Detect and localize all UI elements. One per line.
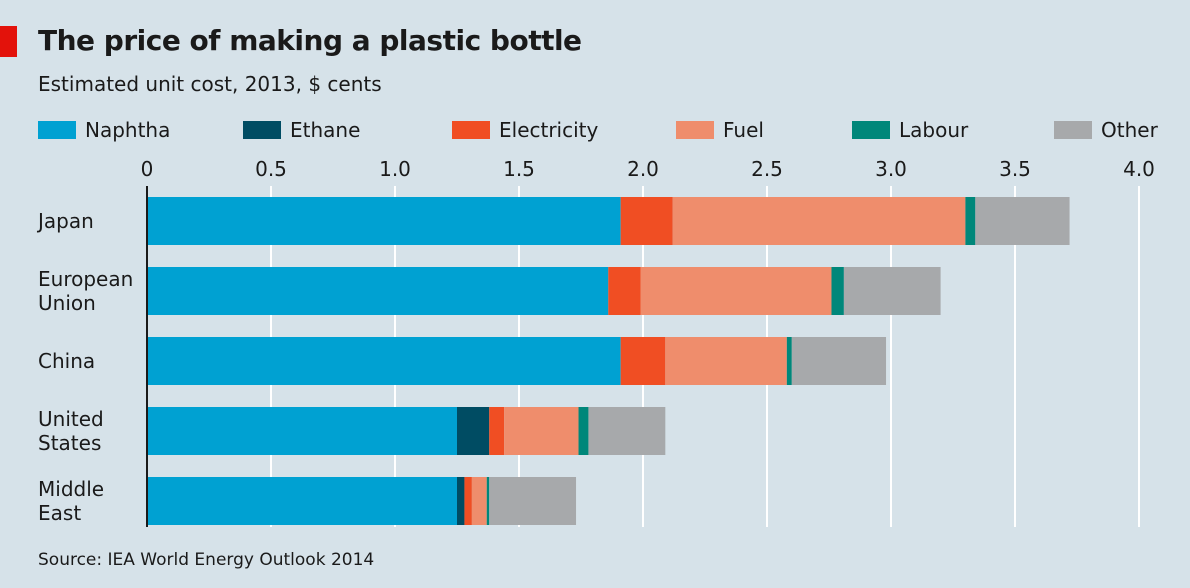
bar-european-union-other (843, 267, 941, 315)
bar-japan-naphtha (147, 197, 621, 245)
bar-european-union-fuel (640, 267, 832, 315)
category-label-middle-east: Middle East (38, 477, 104, 525)
bar-china-naphtha (147, 337, 621, 385)
accent-tab (0, 26, 17, 57)
bar-japan-other (975, 197, 1070, 245)
x-tick-label-3-0: 3.0 (875, 157, 907, 181)
bar-japan-labour (965, 197, 976, 245)
legend-item-other: Other (1054, 118, 1158, 142)
bar-united-states-other (588, 407, 666, 455)
x-tick-label-0: 0 (141, 157, 154, 181)
legend-label-fuel: Fuel (723, 118, 764, 142)
bar-middle-east-other (489, 477, 577, 525)
x-tick-label-2-5: 2.5 (751, 157, 783, 181)
x-tick-label-0-5: 0.5 (255, 157, 287, 181)
bar-european-union-naphtha (147, 267, 609, 315)
bar-united-states-ethane (457, 407, 490, 455)
chart-title: The price of making a plastic bottle (38, 24, 582, 57)
legend-swatch-ethane (243, 121, 281, 139)
bar-middle-east-naphtha (147, 477, 457, 525)
bar-chart: 0 0.5 1.0 1.5 2.0 2.5 3.0 3.5 4.0 Japan European Un… (36, 157, 1155, 527)
bar-united-states-fuel (504, 407, 579, 455)
x-tick-label-1-0: 1.0 (379, 157, 411, 181)
legend-item-labour: Labour (852, 118, 968, 142)
legend-label-other: Other (1101, 118, 1158, 142)
legend-item-fuel: Fuel (676, 118, 764, 142)
bar-japan-electricity (620, 197, 673, 245)
legend: Naphtha Ethane Electricity Fuel Labour O… (38, 118, 1168, 146)
x-tick-label-3-5: 3.5 (999, 157, 1031, 181)
category-label-united-states: United States (38, 407, 104, 455)
legend-swatch-electricity (452, 121, 490, 139)
source-note: Source: IEA World Energy Outlook 2014 (38, 550, 375, 570)
legend-label-electricity: Electricity (499, 118, 599, 142)
legend-label-ethane: Ethane (290, 118, 361, 142)
category-label-japan: Japan (36, 209, 94, 233)
legend-label-labour: Labour (899, 118, 969, 142)
bar-european-union-labour (831, 267, 844, 315)
legend-item-ethane: Ethane (243, 118, 360, 142)
bar-china-fuel (665, 337, 787, 385)
bar-united-states-electricity (489, 407, 505, 455)
bar-middle-east-electricity (464, 477, 472, 525)
category-label-china: China (38, 349, 95, 373)
legend-swatch-labour (852, 121, 890, 139)
x-tick-label-1-5: 1.5 (503, 157, 535, 181)
bar-japan-fuel (672, 197, 966, 245)
legend-label-naphtha: Naphtha (85, 118, 171, 142)
legend-item-electricity: Electricity (452, 118, 598, 142)
bar-china-electricity (620, 337, 666, 385)
bar-european-union-electricity (608, 267, 641, 315)
bar-middle-east-labour (486, 477, 490, 525)
bar-middle-east-ethane (457, 477, 465, 525)
legend-swatch-naphtha (38, 121, 76, 139)
bar-united-states-labour (578, 407, 589, 455)
category-label-european-union: European Union (38, 267, 133, 315)
bar-china-other (791, 337, 887, 385)
bar-china-labour (786, 337, 792, 385)
legend-item-naphtha: Naphtha (38, 118, 170, 142)
bar-middle-east-fuel (471, 477, 487, 525)
x-tick-label-2-0: 2.0 (627, 157, 659, 181)
legend-swatch-other (1054, 121, 1092, 139)
bar-united-states-naphtha (147, 407, 457, 455)
chart-subtitle: Estimated unit cost, 2013, $ cents (38, 72, 382, 96)
legend-swatch-fuel (676, 121, 714, 139)
x-tick-label-4-0: 4.0 (1123, 157, 1155, 181)
